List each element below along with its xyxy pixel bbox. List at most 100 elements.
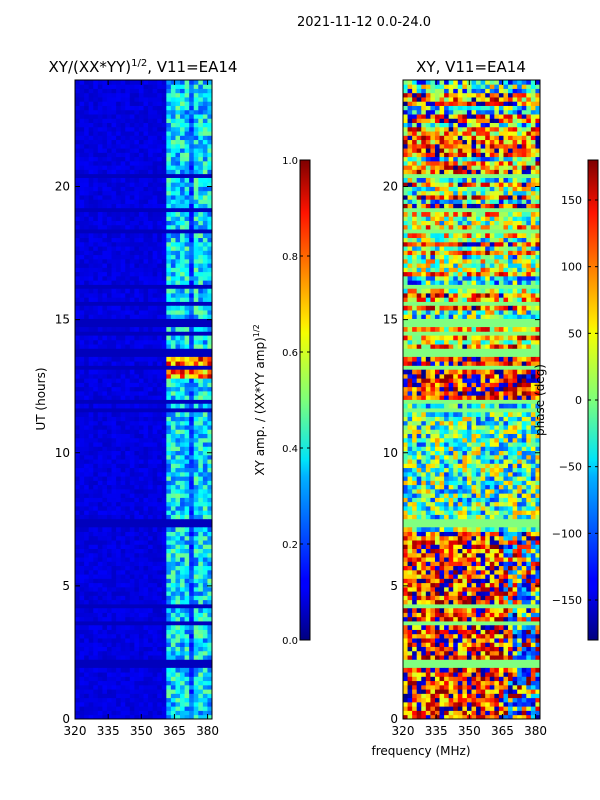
phase-heatmap-cell (521, 693, 527, 699)
amplitude-heatmap-cell (111, 574, 117, 579)
phase-heatmap-cell (476, 608, 482, 613)
amplitude-heatmap-cell (152, 118, 158, 123)
phase-heatmap-cell (425, 684, 431, 690)
amplitude-heatmap-cell (134, 540, 140, 545)
amplitude-heatmap-cell (120, 275, 126, 281)
amplitude-heatmap-cell (198, 165, 204, 170)
amplitude-heatmap-cell (157, 650, 163, 656)
amplitude-heatmap-cell (180, 395, 185, 400)
amplitude-heatmap-cell (161, 684, 167, 690)
phase-heatmap-cell (448, 569, 454, 575)
amplitude-heatmap-cell (189, 156, 195, 162)
amplitude-heatmap-cell (193, 109, 199, 115)
phase-heatmap-cell (403, 655, 408, 660)
phase-heatmap-cell (489, 599, 495, 605)
amplitude-heatmap-cell (75, 356, 80, 362)
amplitude-heatmap-cell (97, 152, 103, 158)
amplitude-heatmap-cell (116, 344, 122, 349)
amplitude-heatmap-cell (138, 569, 144, 575)
phase-heatmap-cell (521, 569, 527, 575)
amplitude-heatmap-cell (189, 212, 195, 217)
amplitude-heatmap-cell (157, 271, 163, 277)
amplitude-heatmap-cell (79, 80, 85, 85)
phase-heatmap-cell (462, 565, 468, 571)
phase-heatmap-cell (494, 706, 500, 711)
amplitude-heatmap-cell (102, 267, 108, 273)
amplitude-heatmap-cell (161, 633, 167, 639)
phase-heatmap-cell (471, 667, 477, 673)
amplitude-heatmap-cell (116, 586, 122, 592)
amplitude-heatmap-cell (138, 118, 144, 123)
amplitude-heatmap-cell (184, 599, 190, 605)
phase-heatmap-cell (453, 595, 459, 601)
phase-heatmap-cell (480, 680, 486, 686)
amplitude-heatmap-cell (202, 126, 208, 132)
amplitude-heatmap-cell (189, 378, 195, 383)
phase-heatmap-cell (430, 689, 436, 694)
amplitude-heatmap-cell (193, 714, 199, 719)
phase-heatmap-cell (425, 561, 431, 567)
amplitude-heatmap-cell (134, 565, 140, 571)
amplitude-heatmap-cell (161, 212, 167, 217)
amplitude-heatmap-cell (79, 177, 85, 183)
amplitude-heatmap-cell (193, 122, 199, 128)
phase-heatmap-cell (439, 667, 445, 673)
amplitude-heatmap-cell (152, 493, 158, 498)
amplitude-heatmap-cell (102, 203, 108, 209)
amplitude-heatmap-cell (84, 689, 90, 694)
amplitude-heatmap-cell (161, 195, 167, 200)
amplitude-heatmap-cell (102, 216, 108, 221)
phase-heatmap-cell (485, 697, 491, 703)
phase-heatmap-cell (407, 616, 413, 622)
amplitude-heatmap-cell (125, 578, 131, 584)
amplitude-heatmap-cell (175, 212, 181, 217)
amplitude-heatmap-cell (193, 591, 199, 596)
amplitude-heatmap-cell (102, 642, 108, 647)
amplitude-heatmap-cell (198, 373, 204, 379)
phase-heatmap-cell (457, 557, 463, 562)
amplitude-heatmap-cell (166, 275, 172, 281)
amplitude-heatmap-cell (84, 574, 90, 579)
amplitude-heatmap-cell (134, 544, 140, 549)
amplitude-heatmap-cell (189, 361, 195, 366)
amplitude-heatmap-cell (157, 152, 163, 158)
amplitude-heatmap-cell (138, 275, 144, 281)
amplitude-heatmap-cell (180, 548, 185, 554)
amplitude-heatmap-cell (148, 169, 154, 175)
amplitude-heatmap-cell (84, 361, 90, 366)
amplitude-heatmap-cell (148, 280, 154, 285)
amplitude-heatmap-cell (207, 271, 212, 277)
amplitude-heatmap-cell (166, 305, 172, 311)
phase-heatmap-cell (512, 706, 518, 711)
amplitude-heatmap-cell (148, 437, 154, 443)
phase-heatmap-cell (508, 561, 513, 567)
amplitude-heatmap-cell (75, 667, 80, 673)
phase-heatmap-cell (403, 608, 408, 613)
amplitude-heatmap-cell (129, 216, 135, 221)
amplitude-heatmap-cell (102, 471, 108, 477)
amplitude-heatmap-cell (129, 561, 135, 567)
amplitude-heatmap-cell (116, 667, 122, 673)
phase-heatmap-cell (448, 701, 454, 707)
amplitude-heatmap-cell (170, 288, 176, 294)
phase-heatmap-cell (512, 646, 518, 652)
amplitude-heatmap-cell (198, 382, 204, 388)
phase-heatmap-cell (439, 608, 445, 613)
phase-heatmap-cell (512, 710, 518, 716)
amplitude-heatmap-cell (106, 446, 112, 452)
amplitude-heatmap-cell (198, 420, 204, 426)
amplitude-heatmap-cell (93, 314, 99, 319)
phase-heatmap-cell (521, 578, 527, 584)
amplitude-heatmap-cell (166, 514, 172, 520)
amplitude-heatmap-cell (157, 258, 163, 264)
amplitude-heatmap-cell (189, 463, 195, 469)
amplitude-heatmap-cell (152, 224, 158, 230)
amplitude-heatmap-cell (170, 561, 176, 567)
amplitude-heatmap-cell (148, 697, 154, 703)
amplitude-heatmap-cell (170, 672, 176, 677)
amplitude-heatmap-cell (189, 506, 195, 511)
amplitude-heatmap-cell (111, 335, 117, 341)
phase-heatmap-cell (498, 646, 504, 652)
phase-heatmap-cell (535, 667, 540, 673)
amplitude-heatmap-cell (157, 433, 163, 439)
